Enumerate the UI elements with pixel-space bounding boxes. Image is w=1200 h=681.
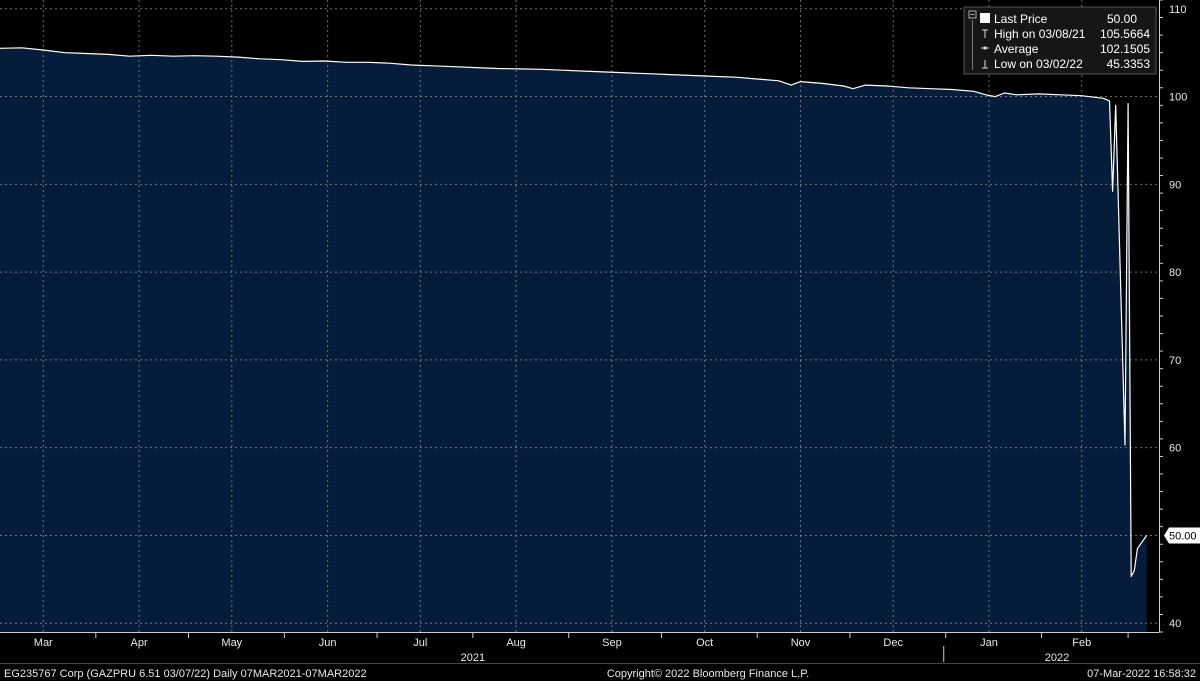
x-tick-label-aug: Aug	[506, 637, 526, 649]
price-area	[0, 47, 1147, 633]
x-tick-label-feb: Feb	[1072, 637, 1091, 649]
line-layer	[0, 47, 1148, 577]
area-layer	[0, 47, 1147, 633]
legend-label-high: High on 03/08/21	[994, 27, 1086, 41]
footer-timestamp: 07-Mar-2022 16:58:32	[1087, 668, 1196, 680]
y-tick-label-80: 80	[1169, 267, 1181, 279]
legend-collapse-icon[interactable]	[968, 10, 977, 19]
x-tick-label-sep: Sep	[602, 637, 622, 649]
low-marker-icon	[982, 60, 988, 69]
legend-value-high: 105.5664	[1100, 27, 1150, 41]
x-tick-label-jan: Jan	[980, 637, 998, 649]
y-tick-label-70: 70	[1169, 355, 1181, 367]
legend: Last Price 50.00 High on 03/08/21 105.56…	[963, 6, 1157, 75]
legend-box	[963, 6, 1157, 75]
y-tick-label-100: 100	[1169, 92, 1187, 104]
legend-value-average: 102.1505	[1100, 42, 1150, 56]
axis-layer: 405060708090100110MarAprMayJunJulAugSepO…	[0, 0, 1187, 664]
year-label-2021: 2021	[461, 652, 485, 664]
y-tick-label-90: 90	[1169, 179, 1181, 191]
year-label-2022: 2022	[1045, 652, 1069, 664]
footer: EG235767 Corp (GAZPRU 6.51 03/07/22) Dai…	[0, 663, 1200, 680]
y-tick-label-40: 40	[1169, 618, 1181, 630]
x-tick-label-nov: Nov	[791, 637, 811, 649]
last-price-tag-shape	[1164, 527, 1200, 544]
legend-value-last-price: 50.00	[1107, 12, 1137, 26]
y-tick-label-60: 60	[1169, 443, 1181, 455]
x-tick-label-apr: Apr	[131, 637, 148, 649]
footer-copyright: Copyright© 2022 Bloomberg Finance L.P.	[607, 668, 809, 680]
x-tick-label-jun: Jun	[319, 637, 337, 649]
last-price-tag: 50.00	[1164, 527, 1200, 544]
legend-label-average: Average	[994, 42, 1039, 56]
legend-label-low: Low on 03/02/22	[994, 57, 1083, 71]
x-tick-label-oct: Oct	[696, 637, 713, 649]
x-tick-label-jul: Jul	[413, 637, 427, 649]
price-line	[0, 47, 1148, 577]
x-tick-label-may: May	[221, 637, 242, 649]
legend-value-low: 45.3353	[1107, 57, 1151, 71]
x-tick-label-mar: Mar	[34, 637, 53, 649]
y-tick-label-110: 110	[1169, 4, 1187, 16]
last-price-tag-value: 50.00	[1169, 530, 1197, 542]
average-dot-icon	[983, 46, 987, 50]
high-marker-icon	[982, 29, 988, 38]
last-price-square-icon	[980, 13, 990, 23]
legend-label-last-price: Last Price	[994, 12, 1048, 26]
x-tick-label-dec: Dec	[883, 637, 903, 649]
footer-security-info: EG235767 Corp (GAZPRU 6.51 03/07/22) Dai…	[4, 668, 367, 680]
